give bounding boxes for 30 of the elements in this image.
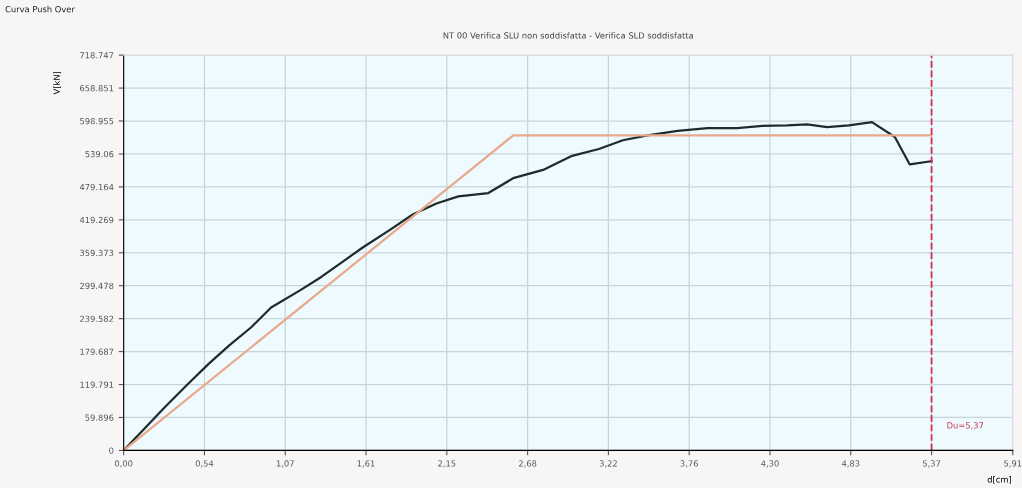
x-tick-label: 0,00 [114,460,133,468]
y-tick-label: 359.373 [80,249,114,257]
y-tick-label: 179.687 [80,348,114,355]
text: Curva Push Over [5,5,75,13]
x-tick-label: 3,22 [599,460,617,468]
y-tick-label: 419.269 [79,216,114,224]
x-tick-label: 4,30 [761,460,779,468]
y-tick-label: 598.955 [80,118,114,125]
x-tick-label: 2,15 [438,460,456,468]
y-tick-label: 299.478 [80,282,114,290]
x-tick-label: 2,68 [518,460,537,468]
x-tick-label: 1,07 [276,460,294,468]
x-tick-label: 4,83 [841,460,860,468]
y-tick-label: 0 [109,447,114,454]
y-tick-label: 658.851 [80,85,114,92]
y-tick-label: 539.06 [85,150,114,158]
y-tick-label: 239.582 [80,315,114,322]
x-axis-title: d[cm] [987,476,1011,484]
x-tick-label: 5,91 [1004,460,1022,468]
y-tick-label: 718.747 [80,52,114,59]
y-tick-label: 59.896 [85,414,114,421]
y-tick-label: 119.791 [80,381,114,388]
x-tick-label: 1,61 [357,460,375,468]
x-tick-label: 3,76 [680,460,698,468]
x-tick-label: 5,37 [922,460,941,468]
y-axis-title: V[kN] [53,71,61,95]
x-tick-label: 0,54 [195,460,214,468]
chart-title: NT 00 Verifica SLU non soddisfatta - Verifica SLD soddisfatta [443,32,693,39]
y-tick-label: 479.164 [79,183,114,191]
ref-line-label: Du=5,37 [947,422,984,430]
